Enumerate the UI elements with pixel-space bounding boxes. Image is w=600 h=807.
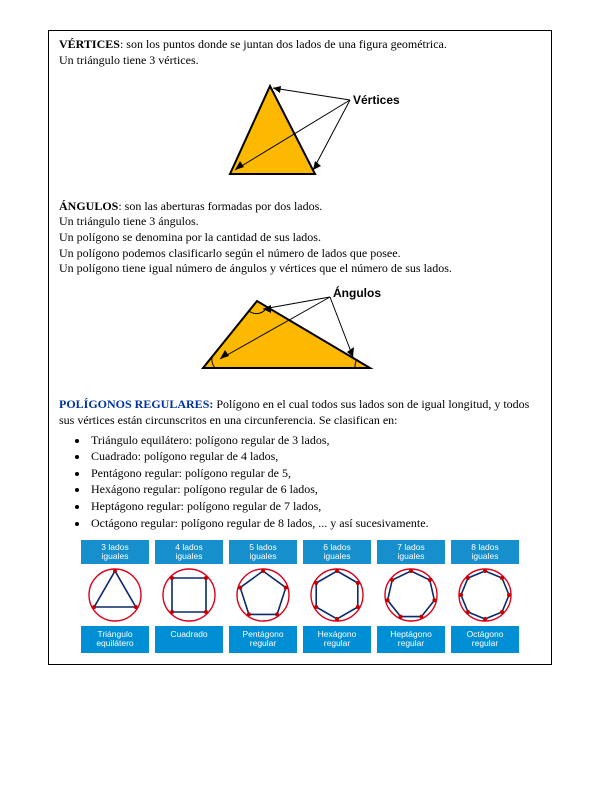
- card-shape: [229, 564, 297, 626]
- angulos-l0: Un triángulo tiene 3 ángulos.: [59, 214, 199, 228]
- def-vertices: : son los puntos donde se juntan dos lad…: [120, 37, 447, 51]
- figure-angulos: Ángulos: [59, 283, 541, 386]
- label-vertices: Vértices: [353, 93, 400, 107]
- polygon-card: 6 ladosiguales Hexágonoregular: [302, 539, 372, 654]
- card-shape: [377, 564, 445, 626]
- card-shape: [155, 564, 223, 626]
- polygon-card: 3 ladosiguales Triánguloequilátero: [80, 539, 150, 654]
- def-angulos: : son las aberturas formadas por dos lad…: [118, 199, 322, 213]
- card-top-label: 3 ladosiguales: [81, 540, 149, 564]
- card-top-label: 8 ladosiguales: [451, 540, 519, 564]
- document-page: VÉRTICES: son los puntos donde se juntan…: [48, 30, 552, 665]
- card-bottom-label: Heptágonoregular: [377, 626, 445, 653]
- section-vertices: VÉRTICES: son los puntos donde se juntan…: [59, 37, 541, 68]
- card-shape: [81, 564, 149, 626]
- card-bottom-label: Hexágonoregular: [303, 626, 371, 653]
- card-shape: [451, 564, 519, 626]
- card-bottom-label: Octágonoregular: [451, 626, 519, 653]
- list-item: Pentágono regular: polígono regular de 5…: [89, 466, 541, 482]
- card-top-label: 7 ladosiguales: [377, 540, 445, 564]
- term-regulares: POLÍGONOS REGULARES:: [59, 397, 213, 411]
- polygon-card: 7 ladosiguales Heptágonoregular: [376, 539, 446, 654]
- polygon-card: 8 ladosiguales Octágonoregular: [450, 539, 520, 654]
- card-bottom-label: Pentágonoregular: [229, 626, 297, 653]
- polygon-card: 4 ladosiguales Cuadrado: [154, 539, 224, 654]
- card-top-label: 5 ladosiguales: [229, 540, 297, 564]
- angulos-l3: Un polígono tiene igual número de ángulo…: [59, 261, 452, 275]
- list-item: Triángulo equilátero: polígono regular d…: [89, 433, 541, 449]
- polygon-card: 5 ladosiguales Pentágonoregular: [228, 539, 298, 654]
- card-top-label: 6 ladosiguales: [303, 540, 371, 564]
- section-angulos: ÁNGULOS: son las aberturas formadas por …: [59, 199, 541, 277]
- vertices-line2: Un triángulo tiene 3 vértices.: [59, 53, 199, 67]
- label-angulos: Ángulos: [333, 285, 381, 300]
- list-regulares: Triángulo equilátero: polígono regular d…: [89, 433, 541, 532]
- angulos-l2: Un polígono podemos clasificarlo según e…: [59, 246, 401, 260]
- list-item: Octágono regular: polígono regular de 8 …: [89, 516, 541, 532]
- card-bottom-label: Cuadrado: [155, 626, 223, 653]
- list-item: Cuadrado: polígono regular de 4 lados,: [89, 449, 541, 465]
- term-vertices: VÉRTICES: [59, 37, 120, 51]
- polygon-card-row: 3 ladosiguales Triánguloequilátero4 lado…: [59, 539, 541, 654]
- list-item: Hexágono regular: polígono regular de 6 …: [89, 482, 541, 498]
- figure-vertices: Vértices: [59, 74, 541, 187]
- card-shape: [303, 564, 371, 626]
- card-top-label: 4 ladosiguales: [155, 540, 223, 564]
- section-regulares: POLÍGONOS REGULARES: Polígono en el cual…: [59, 397, 541, 428]
- card-bottom-label: Triánguloequilátero: [81, 626, 149, 653]
- angulos-l1: Un polígono se denomina por la cantidad …: [59, 230, 321, 244]
- term-angulos: ÁNGULOS: [59, 199, 118, 213]
- list-item: Heptágono regular: polígono regular de 7…: [89, 499, 541, 515]
